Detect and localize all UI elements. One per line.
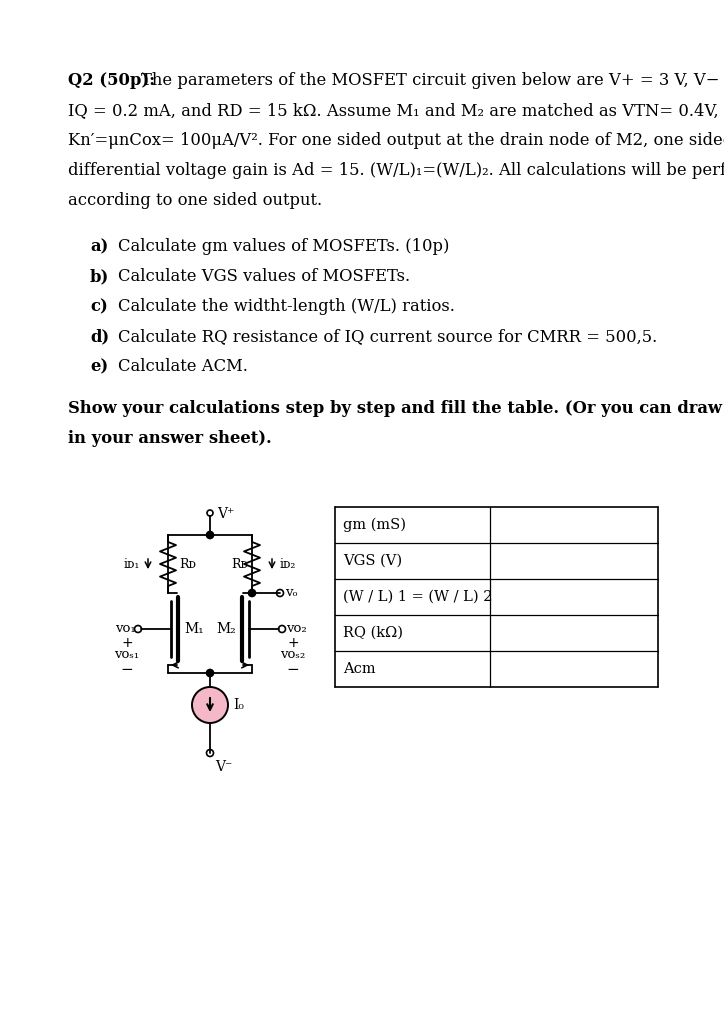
Text: c): c) (90, 298, 108, 315)
Text: The parameters of the MOSFET circuit given below are V+ = 3 V, V− = −3 V,: The parameters of the MOSFET circuit giv… (141, 72, 724, 89)
Text: −: − (121, 662, 133, 677)
Circle shape (248, 590, 256, 597)
Text: V⁻: V⁻ (215, 760, 232, 774)
Text: in your answer sheet).: in your answer sheet). (68, 430, 272, 447)
Circle shape (206, 531, 214, 539)
Text: Kn′=μnCox= 100μA/V². For one sided output at the drain node of M2, one sided: Kn′=μnCox= 100μA/V². For one sided outpu… (68, 132, 724, 150)
Text: Rᴅ: Rᴅ (231, 557, 248, 570)
Text: Show your calculations step by step and fill the table. (Or you can draw the sam: Show your calculations step by step and … (68, 400, 724, 417)
Text: I₀: I₀ (233, 698, 244, 712)
Circle shape (206, 670, 214, 677)
Text: Calculate the widtht-length (W/L) ratios.: Calculate the widtht-length (W/L) ratios… (118, 298, 455, 315)
Text: iᴅ₂: iᴅ₂ (280, 557, 296, 570)
Text: +: + (121, 636, 132, 650)
Text: (W / L) 1 = (W / L) 2: (W / L) 1 = (W / L) 2 (343, 590, 492, 604)
Text: Calculate VGS values of MOSFETs.: Calculate VGS values of MOSFETs. (118, 268, 410, 285)
Text: Calculate gm values of MOSFETs. (10p): Calculate gm values of MOSFETs. (10p) (118, 238, 450, 255)
Text: e): e) (90, 358, 108, 375)
Circle shape (192, 687, 228, 723)
Text: V⁺: V⁺ (217, 507, 235, 521)
Text: Rᴅ: Rᴅ (179, 557, 196, 570)
Text: M₁: M₁ (184, 622, 203, 636)
Text: differential voltage gain is Ad = 15. (W/L)₁=(W/L)₂. All calculations will be pe: differential voltage gain is Ad = 15. (W… (68, 162, 724, 179)
Text: according to one sided output.: according to one sided output. (68, 193, 322, 209)
Text: Calculate ACM.: Calculate ACM. (118, 358, 248, 375)
Text: M₂: M₂ (216, 622, 236, 636)
Text: iᴅ₁: iᴅ₁ (124, 557, 140, 570)
Text: Acm: Acm (343, 662, 376, 676)
Text: Calculate RQ resistance of IQ current source for CMRR = 500,5.: Calculate RQ resistance of IQ current so… (118, 328, 657, 345)
Text: a): a) (90, 238, 109, 255)
Text: IQ = 0.2 mA, and RD = 15 kΩ. Assume M₁ and M₂ are matched as VTN= 0.4V, λ = 0 an: IQ = 0.2 mA, and RD = 15 kΩ. Assume M₁ a… (68, 102, 724, 119)
Text: vᴏ₁: vᴏ₁ (115, 623, 135, 636)
FancyBboxPatch shape (335, 507, 658, 687)
Text: vₒ: vₒ (285, 587, 298, 599)
Text: Q2 (50p):: Q2 (50p): (68, 72, 155, 89)
Text: gm (mS): gm (mS) (343, 518, 406, 532)
Text: −: − (287, 662, 300, 677)
Text: vᴏₛ₁: vᴏₛ₁ (114, 648, 140, 662)
Text: +: + (287, 636, 299, 650)
Text: vᴏₛ₂: vᴏₛ₂ (280, 648, 306, 662)
Text: vᴏ₂: vᴏ₂ (286, 623, 307, 636)
Text: VGS (V): VGS (V) (343, 554, 402, 568)
Text: d): d) (90, 328, 109, 345)
Text: b): b) (90, 268, 109, 285)
Text: RQ (kΩ): RQ (kΩ) (343, 626, 403, 640)
